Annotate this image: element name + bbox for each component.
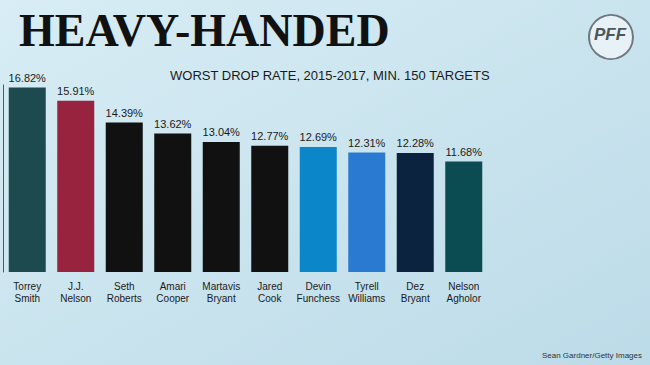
svg-text:Roberts: Roberts xyxy=(107,293,142,304)
svg-text:12.77%: 12.77% xyxy=(251,130,289,142)
svg-text:WORST DROP RATE, 2015-2017, MI: WORST DROP RATE, 2015-2017, MIN. 150 TAR… xyxy=(170,68,490,83)
svg-text:16.82%: 16.82% xyxy=(9,72,47,84)
svg-text:Funchess: Funchess xyxy=(297,293,340,304)
svg-text:Devin: Devin xyxy=(305,281,331,292)
svg-text:Agholor: Agholor xyxy=(447,293,482,304)
svg-text:Nelson: Nelson xyxy=(60,293,91,304)
svg-text:Dez: Dez xyxy=(406,281,424,292)
svg-text:Tyrell: Tyrell xyxy=(355,281,379,292)
svg-text:Bryant: Bryant xyxy=(401,293,430,304)
svg-text:J.J.: J.J. xyxy=(68,281,84,292)
svg-text:12.28%: 12.28% xyxy=(397,137,435,149)
svg-text:Seth: Seth xyxy=(114,281,135,292)
svg-text:Martavis: Martavis xyxy=(202,281,240,292)
svg-text:PFF: PFF xyxy=(594,25,627,44)
svg-text:Jared: Jared xyxy=(257,281,282,292)
svg-text:Bryant: Bryant xyxy=(207,293,236,304)
svg-text:Cooper: Cooper xyxy=(156,293,189,304)
svg-text:12.69%: 12.69% xyxy=(300,131,338,143)
svg-text:Amari: Amari xyxy=(160,281,186,292)
svg-text:Williams: Williams xyxy=(348,293,385,304)
svg-text:Smith: Smith xyxy=(14,293,40,304)
svg-text:14.39%: 14.39% xyxy=(106,107,144,119)
svg-text:13.62%: 13.62% xyxy=(154,118,192,130)
svg-text:13.04%: 13.04% xyxy=(203,126,241,138)
svg-text:11.68%: 11.68% xyxy=(446,146,483,158)
svg-text:15.91%: 15.91% xyxy=(57,85,95,97)
svg-text:Nelson: Nelson xyxy=(448,281,479,292)
svg-text:Torrey: Torrey xyxy=(13,281,41,292)
svg-text:HEAVY-HANDED: HEAVY-HANDED xyxy=(19,5,390,56)
svg-text:12.31%: 12.31% xyxy=(348,137,386,149)
svg-text:Sean Gardner/Getty Images: Sean Gardner/Getty Images xyxy=(542,351,642,360)
svg-text:Cook: Cook xyxy=(258,293,282,304)
